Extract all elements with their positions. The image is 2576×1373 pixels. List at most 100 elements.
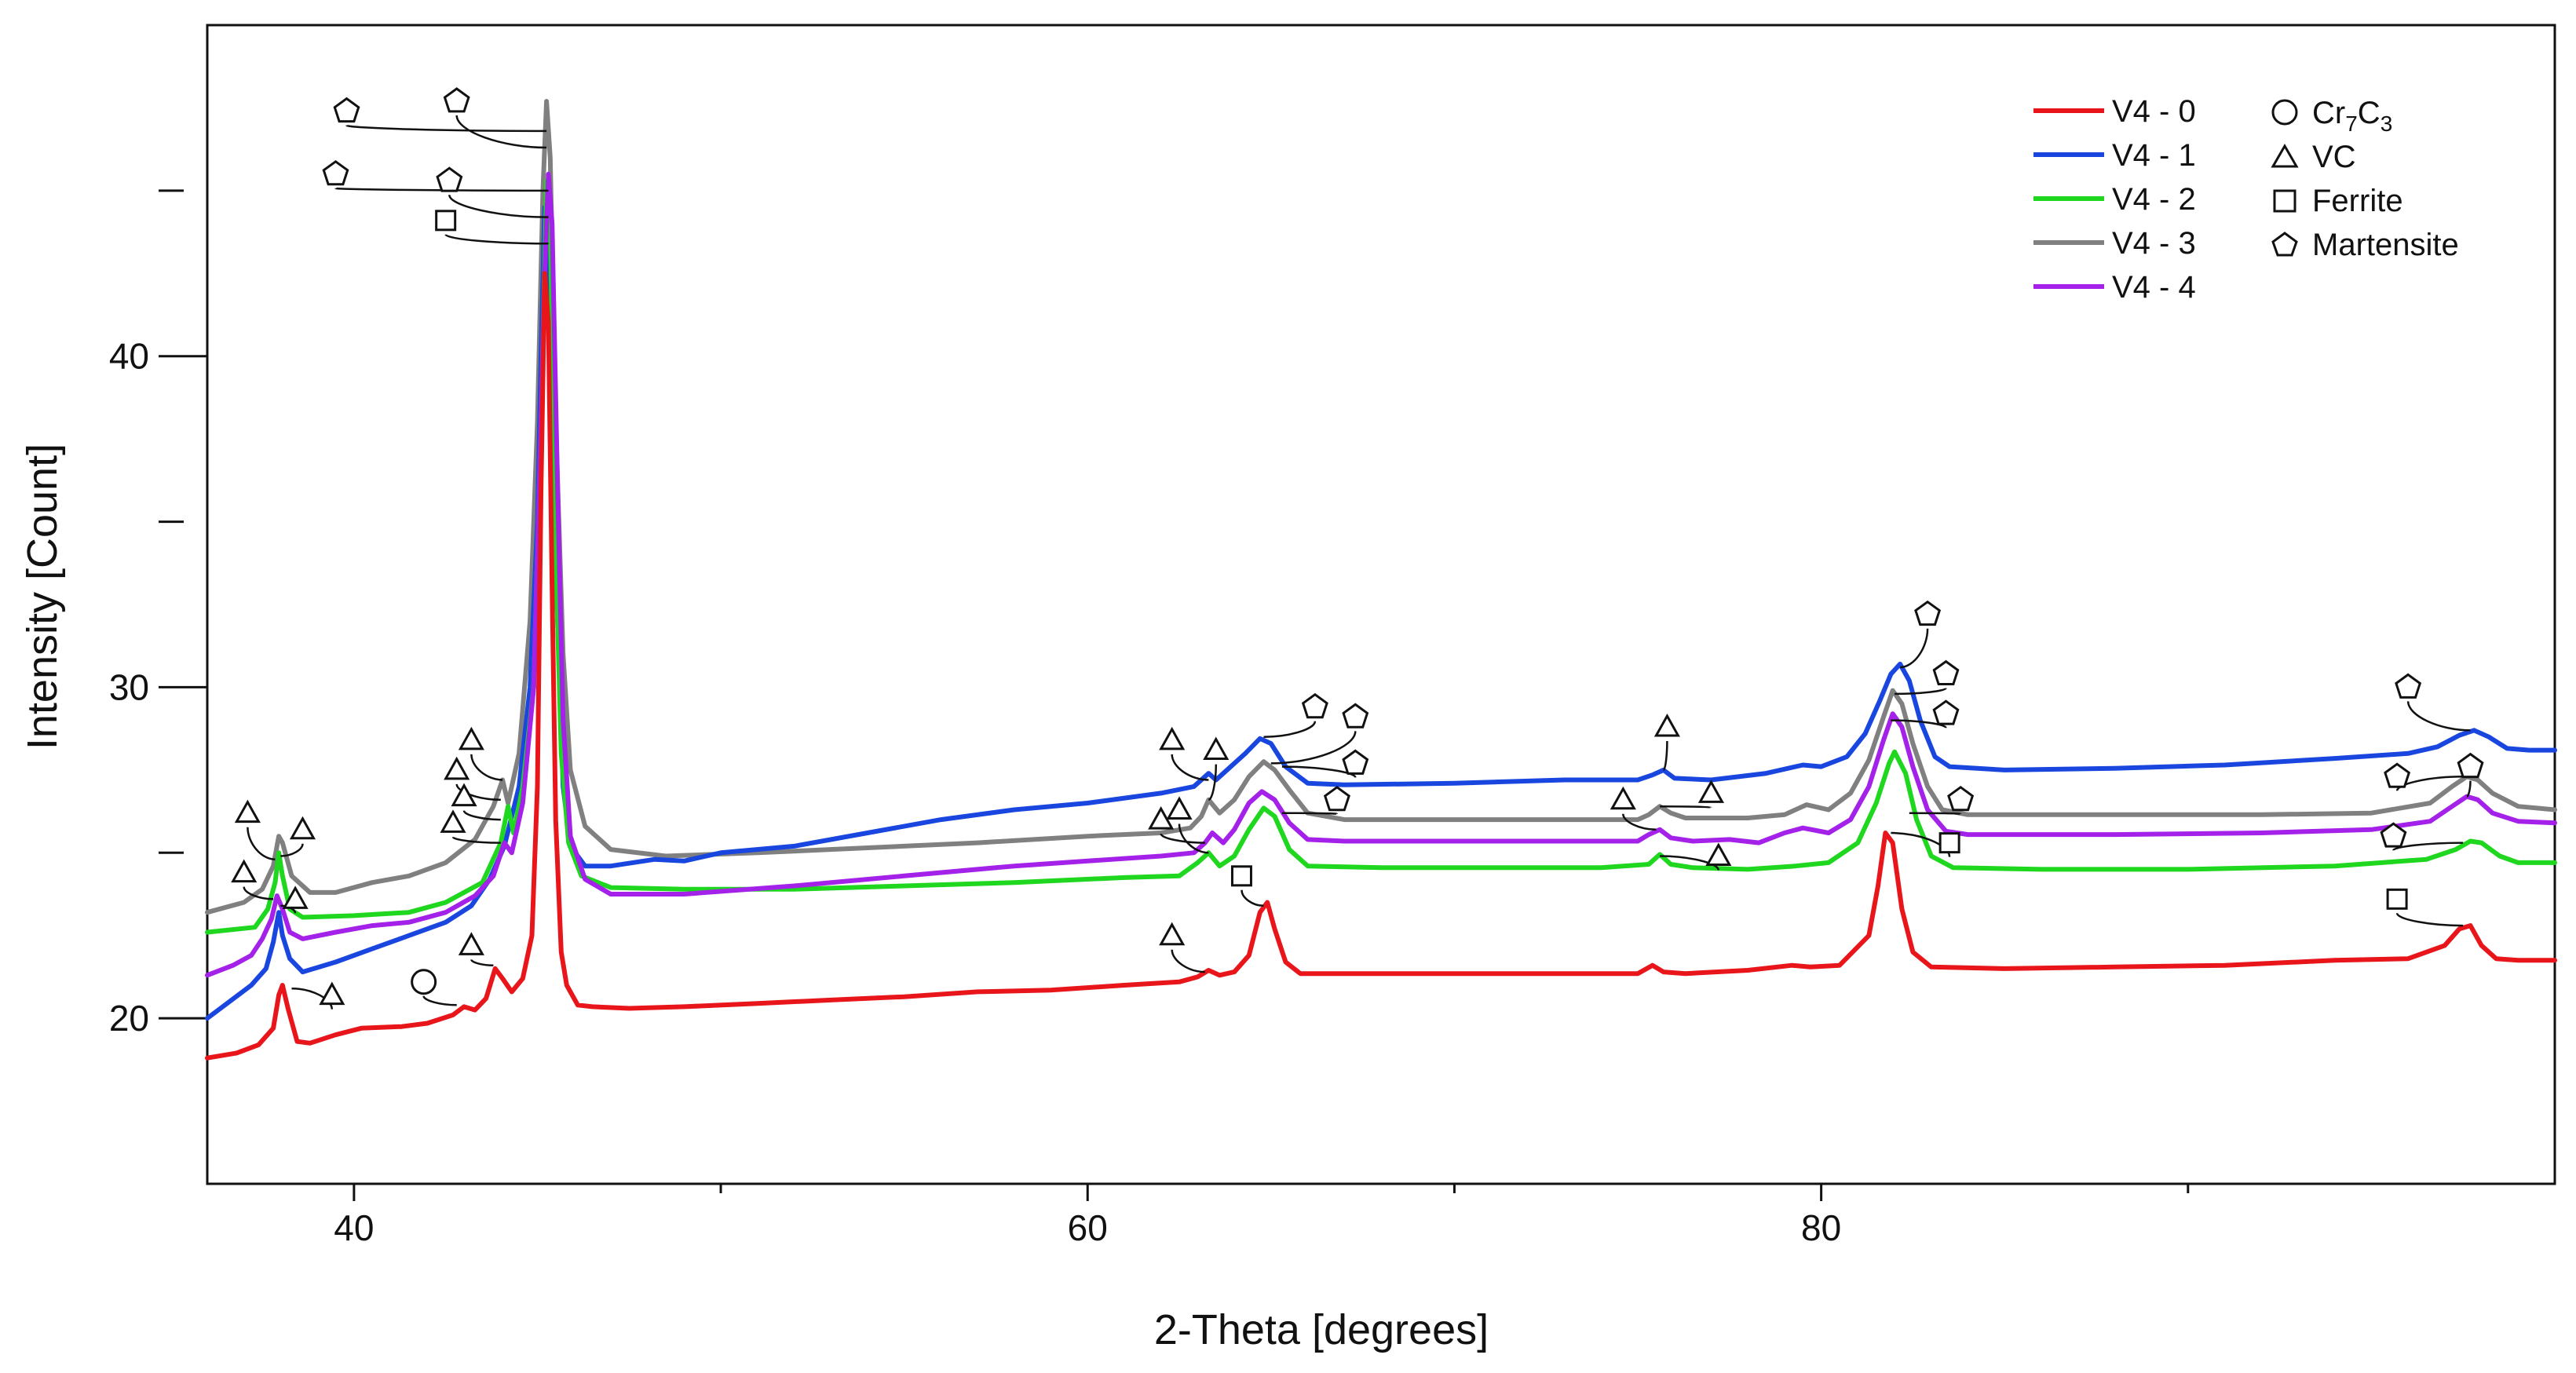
legend-series-1: V4 - 1 — [2033, 138, 2196, 173]
plot-frame — [206, 24, 2556, 1185]
triangle-marker-icon — [1148, 806, 1175, 830]
annotation-leader-25 — [1240, 889, 1264, 907]
square-marker-icon — [2386, 888, 2408, 910]
annotation-leader-14 — [448, 194, 549, 218]
square-marker-icon — [1230, 865, 1252, 887]
pentagon-marker-icon — [1301, 692, 1328, 719]
pentagon-marker-icon — [1342, 703, 1369, 728]
triangle-marker-icon — [444, 756, 470, 780]
legend-label-0: V4 - 0 — [2112, 94, 2196, 129]
pentagon-marker-icon — [2384, 762, 2411, 788]
annotation-leader-0 — [422, 995, 457, 1006]
series-line-0 — [205, 271, 2557, 1061]
annotation-leader-31 — [1895, 687, 1947, 696]
x-tick-label: 80 — [1801, 1207, 1841, 1248]
triangle-marker-icon — [2271, 143, 2299, 168]
annotation-leader-17 — [1208, 764, 1218, 802]
y-tick-label: 40 — [109, 336, 149, 377]
triangle-marker-icon — [282, 886, 309, 909]
legend-series-2: V4 - 2 — [2033, 182, 2196, 217]
series-line-3 — [205, 99, 2557, 915]
legend-label-3: V4 - 3 — [2112, 226, 2196, 261]
pentagon-marker-icon — [1932, 699, 1960, 725]
legend-label-2: V4 - 2 — [2112, 182, 2196, 217]
axis-ticks: 40 60 80 20 30 40 — [109, 189, 2190, 1248]
annotation-leader-18 — [1160, 833, 1205, 844]
annotation-leader-36 — [2395, 776, 2464, 791]
circle-marker-icon — [2271, 99, 2298, 126]
series-line-1 — [205, 204, 2557, 1021]
legend-series-0: V4 - 0 — [2033, 94, 2196, 129]
phase-annotations — [231, 87, 2484, 1010]
pentagon-marker-icon — [1947, 785, 1975, 812]
annotation-leader-32 — [1891, 719, 1947, 729]
square-marker-icon — [2273, 189, 2296, 213]
pentagon-marker-icon — [1342, 749, 1369, 775]
legend-phase-martensite: Martensite — [2271, 228, 2459, 262]
annotation-leader-19 — [1178, 823, 1209, 854]
annotation-leader-5 — [280, 843, 304, 857]
legend-label-1: V4 - 1 — [2112, 138, 2196, 173]
triangle-marker-icon — [289, 816, 316, 840]
triangle-marker-icon — [231, 859, 258, 883]
annotation-leader-4 — [243, 886, 274, 900]
annotation-leader-35 — [2406, 701, 2471, 732]
annotation-leader-10 — [451, 836, 501, 844]
annotation-leader-21 — [1263, 721, 1317, 738]
triangle-marker-icon — [234, 799, 261, 823]
annotation-leader-3 — [247, 827, 276, 860]
circle-marker-icon — [411, 969, 437, 995]
triangle-marker-icon — [1203, 736, 1230, 761]
triangle-marker-icon — [440, 809, 466, 833]
triangle-marker-icon — [1697, 780, 1725, 803]
y-axis-label: Intensity [Count] — [19, 444, 66, 750]
annotation-leader-1 — [291, 987, 334, 1010]
triangle-marker-icon — [1610, 786, 1636, 810]
legend-phase-ferrite: Ferrite — [2273, 184, 2403, 218]
annotation-leader-12 — [455, 115, 547, 149]
annotation-leader-29 — [1660, 855, 1720, 871]
triangle-marker-icon — [458, 726, 484, 750]
x-tick-label: 60 — [1068, 1207, 1108, 1248]
annotation-leader-7 — [470, 754, 503, 781]
pentagon-marker-icon — [1323, 785, 1350, 812]
triangle-marker-icon — [458, 932, 484, 955]
series-line-4 — [205, 171, 2557, 978]
series-line-2 — [205, 178, 2557, 935]
annotation-leader-22 — [1270, 731, 1357, 765]
pentagon-marker-icon — [2271, 232, 2298, 257]
triangle-marker-icon — [1653, 713, 1680, 737]
legend-phase-vc: VC — [2271, 140, 2356, 174]
square-marker-icon — [435, 210, 457, 232]
annotation-leader-23 — [1281, 765, 1357, 779]
annotation-leader-27 — [1622, 813, 1657, 831]
triangle-marker-icon — [451, 783, 477, 807]
pentagon-marker-icon — [322, 159, 349, 186]
annotation-leader-13 — [334, 187, 549, 192]
annotation-leader-15 — [444, 233, 549, 245]
triangle-marker-icon — [1159, 922, 1186, 946]
triangle-marker-icon — [319, 981, 345, 1006]
legend-phase-cr7c3: Cr7C3 — [2271, 96, 2392, 136]
annotation-leader-39 — [2395, 912, 2464, 927]
pentagon-marker-icon — [443, 87, 470, 113]
annotation-leader-30 — [1899, 628, 1929, 669]
legend-series-4: V4 - 4 — [2033, 270, 2196, 305]
annotation-leader-26 — [1662, 740, 1668, 772]
triangle-marker-icon — [1159, 726, 1186, 750]
legend-series-3: V4 - 3 — [2033, 226, 2196, 261]
annotation-leader-20 — [1171, 949, 1205, 973]
triangle-marker-icon — [1705, 842, 1732, 867]
y-tick-label: 20 — [109, 998, 149, 1039]
pentagon-marker-icon — [2457, 752, 2484, 779]
annotation-leader-33 — [1909, 812, 1962, 816]
pentagon-marker-icon — [436, 166, 463, 192]
pentagon-marker-icon — [1914, 600, 1942, 626]
legend-phase-label-vc: VC — [2312, 140, 2356, 174]
legend-phase-label-cr7c3: Cr7C3 — [2312, 96, 2392, 136]
series-layer — [205, 99, 2557, 1061]
legend-label-4: V4 - 4 — [2112, 270, 2196, 305]
pentagon-marker-icon — [2380, 822, 2407, 848]
annotation-leader-38 — [2392, 842, 2464, 852]
